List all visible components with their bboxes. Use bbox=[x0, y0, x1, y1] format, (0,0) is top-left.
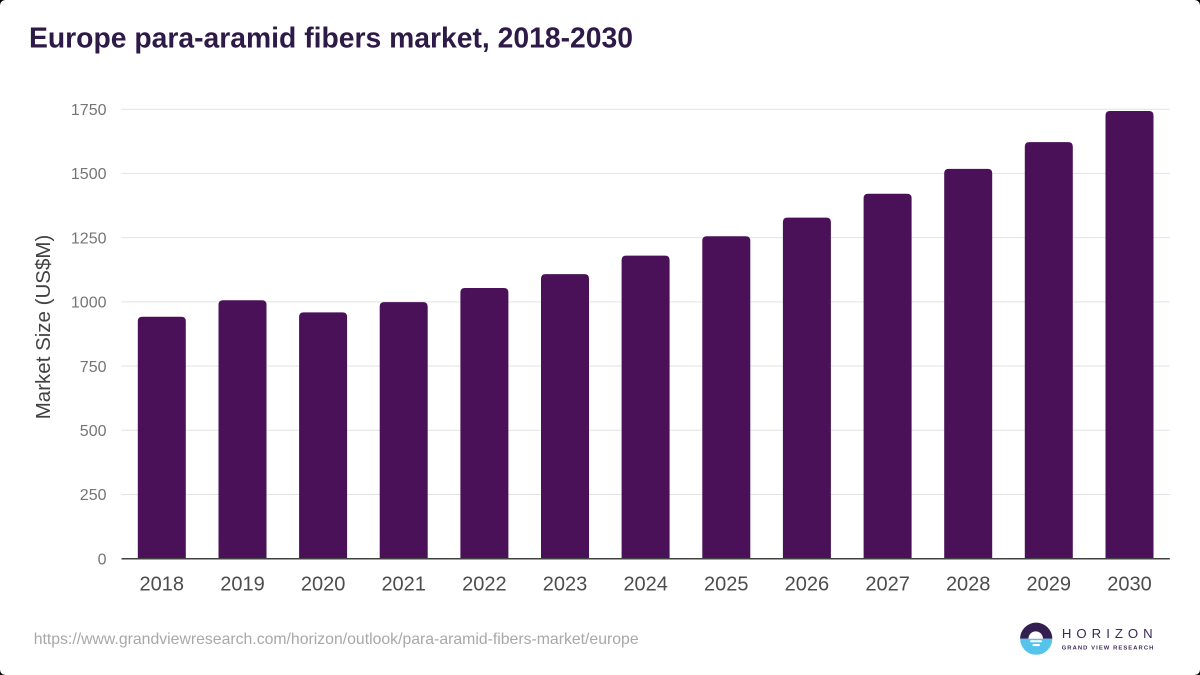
svg-text:https://www.grandviewresearch.: https://www.grandviewresearch.com/horizo… bbox=[34, 631, 639, 648]
svg-text:Europe para-aramid fibers mark: Europe para-aramid fibers market, 2018-2… bbox=[29, 22, 633, 54]
svg-text:2020: 2020 bbox=[301, 574, 346, 596]
svg-text:750: 750 bbox=[80, 359, 107, 376]
svg-text:1500: 1500 bbox=[71, 166, 107, 183]
svg-text:2029: 2029 bbox=[1027, 574, 1072, 596]
svg-text:0: 0 bbox=[98, 551, 107, 568]
svg-text:2026: 2026 bbox=[785, 574, 830, 596]
svg-text:HORIZON: HORIZON bbox=[1062, 626, 1158, 641]
svg-text:2019: 2019 bbox=[220, 574, 265, 596]
svg-text:2018: 2018 bbox=[140, 574, 185, 596]
svg-text:2024: 2024 bbox=[623, 574, 668, 596]
svg-text:1000: 1000 bbox=[71, 295, 107, 312]
svg-text:2021: 2021 bbox=[381, 574, 426, 596]
svg-text:2023: 2023 bbox=[543, 574, 588, 596]
svg-text:2027: 2027 bbox=[865, 574, 910, 596]
svg-text:Market Size (US$M): Market Size (US$M) bbox=[32, 235, 55, 420]
svg-text:2030: 2030 bbox=[1107, 574, 1152, 596]
svg-text:2028: 2028 bbox=[946, 574, 991, 596]
svg-text:250: 250 bbox=[80, 487, 107, 504]
svg-text:500: 500 bbox=[80, 423, 107, 440]
svg-text:GRAND VIEW RESEARCH: GRAND VIEW RESEARCH bbox=[1062, 646, 1155, 652]
svg-text:1250: 1250 bbox=[71, 230, 107, 247]
svg-text:1750: 1750 bbox=[71, 102, 107, 119]
svg-text:2025: 2025 bbox=[704, 574, 749, 596]
svg-text:2022: 2022 bbox=[462, 574, 507, 596]
